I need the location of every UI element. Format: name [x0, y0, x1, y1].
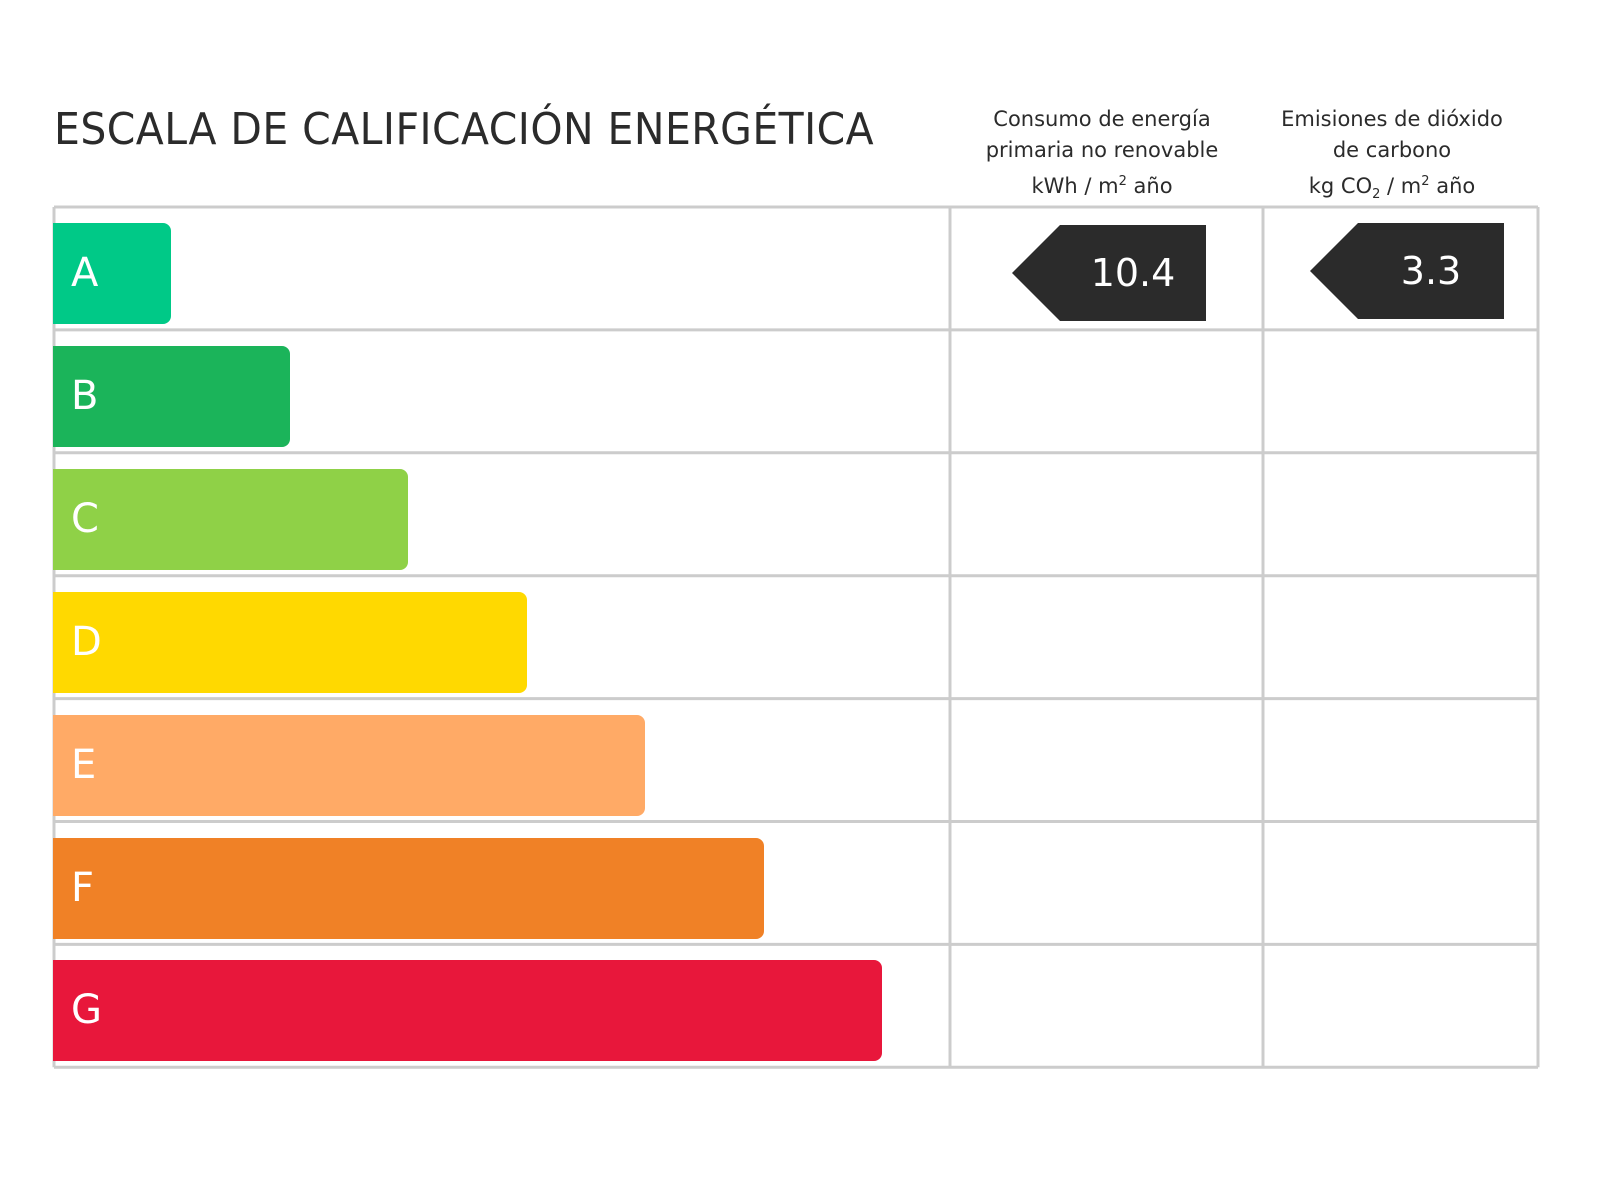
rating-bar-g: G: [53, 960, 882, 1062]
energy-unit: kWh / m2 año: [942, 166, 1262, 202]
co2-column-header: Emisiones de dióxido de carbono kg CO2 /…: [1232, 104, 1552, 210]
unit-text: / m: [1380, 174, 1422, 198]
unit-sup: 2: [1118, 174, 1127, 189]
rating-bar-b: B: [53, 345, 290, 447]
page-title: ESCALA DE CALIFICACIÓN ENERGÉTICA: [54, 104, 875, 155]
header-line: Emisiones de dióxido: [1281, 107, 1503, 131]
unit-text: kg CO: [1308, 174, 1373, 198]
energy-value: 10.4: [1090, 251, 1176, 295]
co2-indicator: 3.3: [1310, 223, 1504, 319]
rating-bar-e: E: [53, 714, 645, 816]
unit-text: año: [1429, 174, 1476, 198]
header-line: Consumo de energía: [993, 107, 1211, 131]
unit-sup: 2: [1421, 174, 1430, 189]
rating-bar-f: F: [53, 837, 764, 939]
header-line: de carbono: [1332, 138, 1452, 162]
co2-unit: kg CO2 / m2 año: [1232, 166, 1552, 210]
unit-text: año: [1126, 174, 1173, 198]
rating-bar-a: A: [53, 223, 171, 324]
rating-bar-d: D: [53, 591, 527, 693]
energy-indicator: 10.4: [1012, 225, 1206, 321]
co2-value: 3.3: [1400, 249, 1462, 293]
energy-column-header: Consumo de energía primaria no renovable…: [942, 104, 1262, 202]
arrow-left-icon: [1310, 223, 1504, 319]
unit-text: kWh / m: [1031, 174, 1119, 198]
arrow-left-icon: [1012, 225, 1206, 321]
rating-bar-c: C: [53, 468, 408, 570]
header-line: primaria no renovable: [985, 138, 1219, 162]
unit-sub: 2: [1372, 187, 1381, 203]
